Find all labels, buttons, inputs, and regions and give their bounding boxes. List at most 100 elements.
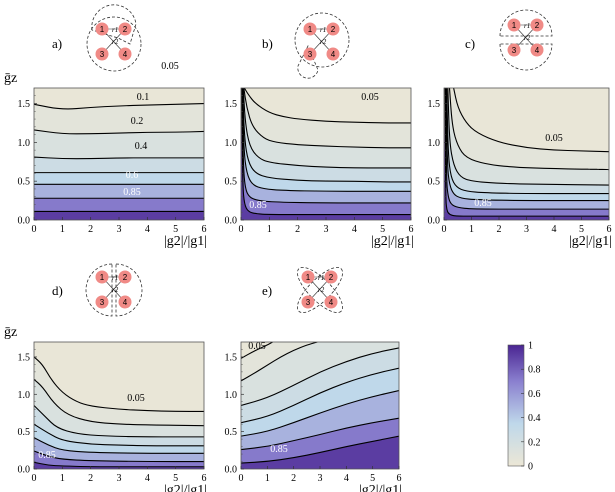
node-label: 2 bbox=[331, 25, 336, 34]
contour-line-0.2 bbox=[241, 347, 399, 407]
panel-label: a) bbox=[52, 36, 62, 51]
contour-line-0.2 bbox=[447, 88, 609, 186]
x-tick-label: 5 bbox=[173, 473, 178, 484]
contour-line-0.6 bbox=[241, 88, 411, 204]
contour-fills bbox=[241, 342, 399, 469]
y-tick-label: 1.0 bbox=[428, 138, 441, 149]
x-axis-label: |g2|/|g1| bbox=[569, 234, 612, 249]
fill-band-0.4 bbox=[444, 88, 609, 220]
x-tick-label: 4 bbox=[352, 224, 357, 235]
y-tick-label: 1.5 bbox=[18, 352, 31, 363]
y-tick-label: 1.0 bbox=[225, 138, 238, 149]
dashed-region bbox=[294, 12, 350, 68]
contour-line-0.3 bbox=[446, 88, 609, 195]
x-tick-label: 3 bbox=[117, 224, 122, 235]
node-circle bbox=[95, 47, 109, 61]
contour-line-0.6 bbox=[34, 450, 204, 463]
node-label: 3 bbox=[100, 50, 105, 59]
y-tick-label: 0.5 bbox=[18, 177, 31, 188]
dashed-region bbox=[115, 263, 143, 317]
x-axis-label: |g2|/|g1| bbox=[164, 234, 207, 249]
contour-line-0.05 bbox=[243, 88, 411, 124]
y-tick-label: 1.5 bbox=[18, 99, 31, 110]
node-circle bbox=[507, 43, 521, 57]
x-tick-label: 2 bbox=[88, 473, 93, 484]
panel-b: 0 1 2 3 4 5 6 0.0 0.5 1.0 1.5 |g2|/|g1| 0.05 0.85 b) bbox=[225, 36, 415, 249]
x-tick-label: 2 bbox=[295, 224, 300, 235]
x-tick-label: 0 bbox=[239, 224, 244, 235]
contour-label-0.05: 0.05 bbox=[127, 393, 145, 404]
node-label: 2 bbox=[329, 273, 334, 282]
node-label: 4 bbox=[535, 46, 540, 55]
y-tick-label: 0.0 bbox=[225, 216, 238, 227]
x-tick-label: 1 bbox=[265, 473, 270, 484]
y-tick-label: 0.0 bbox=[428, 216, 441, 227]
x-tick-label: 0 bbox=[32, 473, 37, 484]
x-tick-label: 4 bbox=[145, 224, 150, 235]
edge-label-r2: r2 bbox=[524, 34, 531, 42]
x-tick-label: 5 bbox=[173, 224, 178, 235]
edge-label-r2: r2 bbox=[112, 286, 119, 294]
node-label: 2 bbox=[535, 21, 540, 30]
x-tick-label: 5 bbox=[579, 224, 584, 235]
contour-line-0.05 bbox=[34, 356, 204, 413]
node-circle bbox=[118, 270, 132, 284]
node-circle bbox=[118, 295, 132, 309]
contour-line-0.85 bbox=[444, 88, 609, 217]
cluster-diagram-a: r1 r2 1 2 3 4 bbox=[86, 4, 142, 72]
x-tick-label: 5 bbox=[370, 473, 375, 484]
contour-label-0.1: 0.1 bbox=[137, 92, 150, 103]
x-axis-label: |g2|/|g1| bbox=[371, 234, 414, 249]
colorbar-gradient bbox=[507, 344, 525, 467]
contour-line-0.2 bbox=[34, 156, 204, 160]
contour-label-0.85: 0.85 bbox=[270, 444, 288, 455]
contour-label-0.05: 0.05 bbox=[361, 92, 379, 103]
node-circle bbox=[95, 295, 109, 309]
contour-line-0.2 bbox=[242, 88, 411, 169]
x-tick-label: 6 bbox=[397, 473, 402, 484]
panel-label: b) bbox=[262, 36, 273, 51]
x-tick-label: 6 bbox=[202, 224, 207, 235]
colorbar-tick-label: 0.8 bbox=[528, 365, 541, 376]
y-tick-label: 0.0 bbox=[225, 465, 238, 476]
edge-label-r2: r2 bbox=[320, 38, 327, 46]
fill-band-0.6 bbox=[34, 451, 204, 469]
contour-line-0.1 bbox=[34, 378, 204, 427]
node-label: 1 bbox=[100, 25, 105, 34]
contour-line-0.3 bbox=[241, 367, 399, 424]
fill-band-0.6 bbox=[241, 88, 411, 220]
node-circle bbox=[303, 22, 317, 36]
dashed-region bbox=[86, 16, 142, 72]
node-label: 3 bbox=[306, 298, 311, 307]
contour-line-0.1 bbox=[448, 88, 609, 171]
contour-fills bbox=[444, 88, 609, 220]
edge-label-r1: r1 bbox=[524, 22, 530, 30]
y-tick-label: 1.5 bbox=[225, 352, 238, 363]
contour-line-0.4 bbox=[34, 437, 204, 454]
node-label: 1 bbox=[306, 273, 311, 282]
panel-label: d) bbox=[52, 283, 63, 298]
y-tick-label: 0.5 bbox=[225, 177, 238, 188]
contour-fills bbox=[34, 88, 204, 220]
node-circle bbox=[118, 22, 132, 36]
contour-line-0.05 bbox=[34, 102, 204, 110]
panel-a: 0 1 2 3 4 5 6 0.0 0.5 1.0 1.5 |g2|/|g1| ḡz 0.05 0.1 0.2… bbox=[4, 36, 207, 249]
x-tick-label: 4 bbox=[145, 473, 150, 484]
contour-line-0.05 bbox=[241, 342, 274, 359]
node-label: 2 bbox=[123, 25, 128, 34]
panel-label: c) bbox=[465, 36, 475, 51]
cluster-diagram-c: r1 r2 1 2 3 4 bbox=[499, 9, 553, 71]
node-label: 4 bbox=[329, 298, 334, 307]
node-circle bbox=[324, 270, 338, 284]
node-label: 4 bbox=[123, 298, 128, 307]
colorbar-tick-label: 0.2 bbox=[528, 437, 541, 448]
colorbar-tick-label: 1 bbox=[528, 341, 533, 352]
panel-e: 0 1 2 3 4 5 6 0.0 0.5 1.0 1.5 |g2|/|g1| 0.05 0.85 e) bbox=[225, 283, 403, 492]
y-tick-label: 1.5 bbox=[428, 99, 441, 110]
node-circle bbox=[530, 43, 544, 57]
x-tick-label: 3 bbox=[318, 473, 323, 484]
node-label: 3 bbox=[308, 50, 313, 59]
x-tick-label: 1 bbox=[469, 224, 474, 235]
edge-label-r1: r1 bbox=[320, 26, 326, 34]
